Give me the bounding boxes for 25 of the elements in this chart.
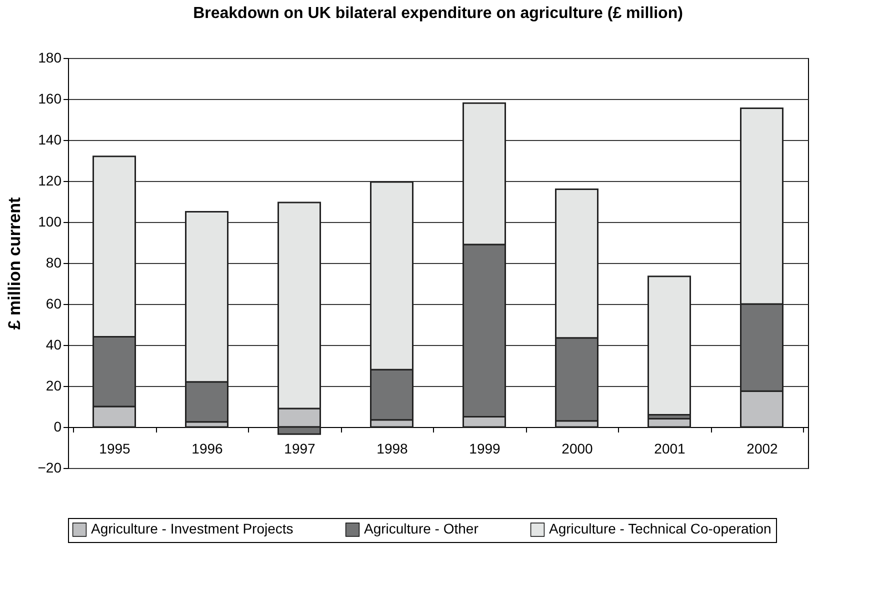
x-tick-label: 2002 [746, 440, 778, 456]
x-tick-label: 1997 [284, 440, 316, 456]
y-tick-label: 100 [38, 214, 62, 230]
y-tick-label: 40 [46, 336, 62, 352]
legend-label: Agriculture - Technical Co-operation [549, 520, 772, 537]
y-tick-label: 60 [46, 296, 62, 312]
y-tick-label: 0 [54, 418, 62, 434]
x-tick-label: 1995 [99, 440, 131, 456]
chart-title: Breakdown on UK bilateral expenditure on agriculture (£ million) [193, 5, 683, 22]
bar [648, 276, 691, 416]
y-tick-label: 180 [38, 50, 62, 66]
y-tick-label: 160 [38, 90, 62, 106]
y-axis-title: £ million current [4, 197, 24, 330]
x-tick-label: 2000 [562, 440, 594, 456]
x-tick-label: 1998 [376, 440, 408, 456]
x-tick-label: 2001 [654, 440, 686, 456]
y-tick-label: 140 [38, 132, 62, 148]
y-tick-label: 120 [38, 172, 62, 188]
legend-label: Agriculture - Other [364, 520, 479, 537]
y-tick-label: 20 [46, 378, 62, 394]
x-tick-label: 1999 [469, 440, 501, 456]
legend-label: Agriculture - Investment Projects [91, 520, 294, 537]
x-tick-label: 1996 [192, 440, 224, 456]
y-tick-label: 80 [46, 254, 62, 270]
y-tick-label: −20 [38, 460, 62, 476]
